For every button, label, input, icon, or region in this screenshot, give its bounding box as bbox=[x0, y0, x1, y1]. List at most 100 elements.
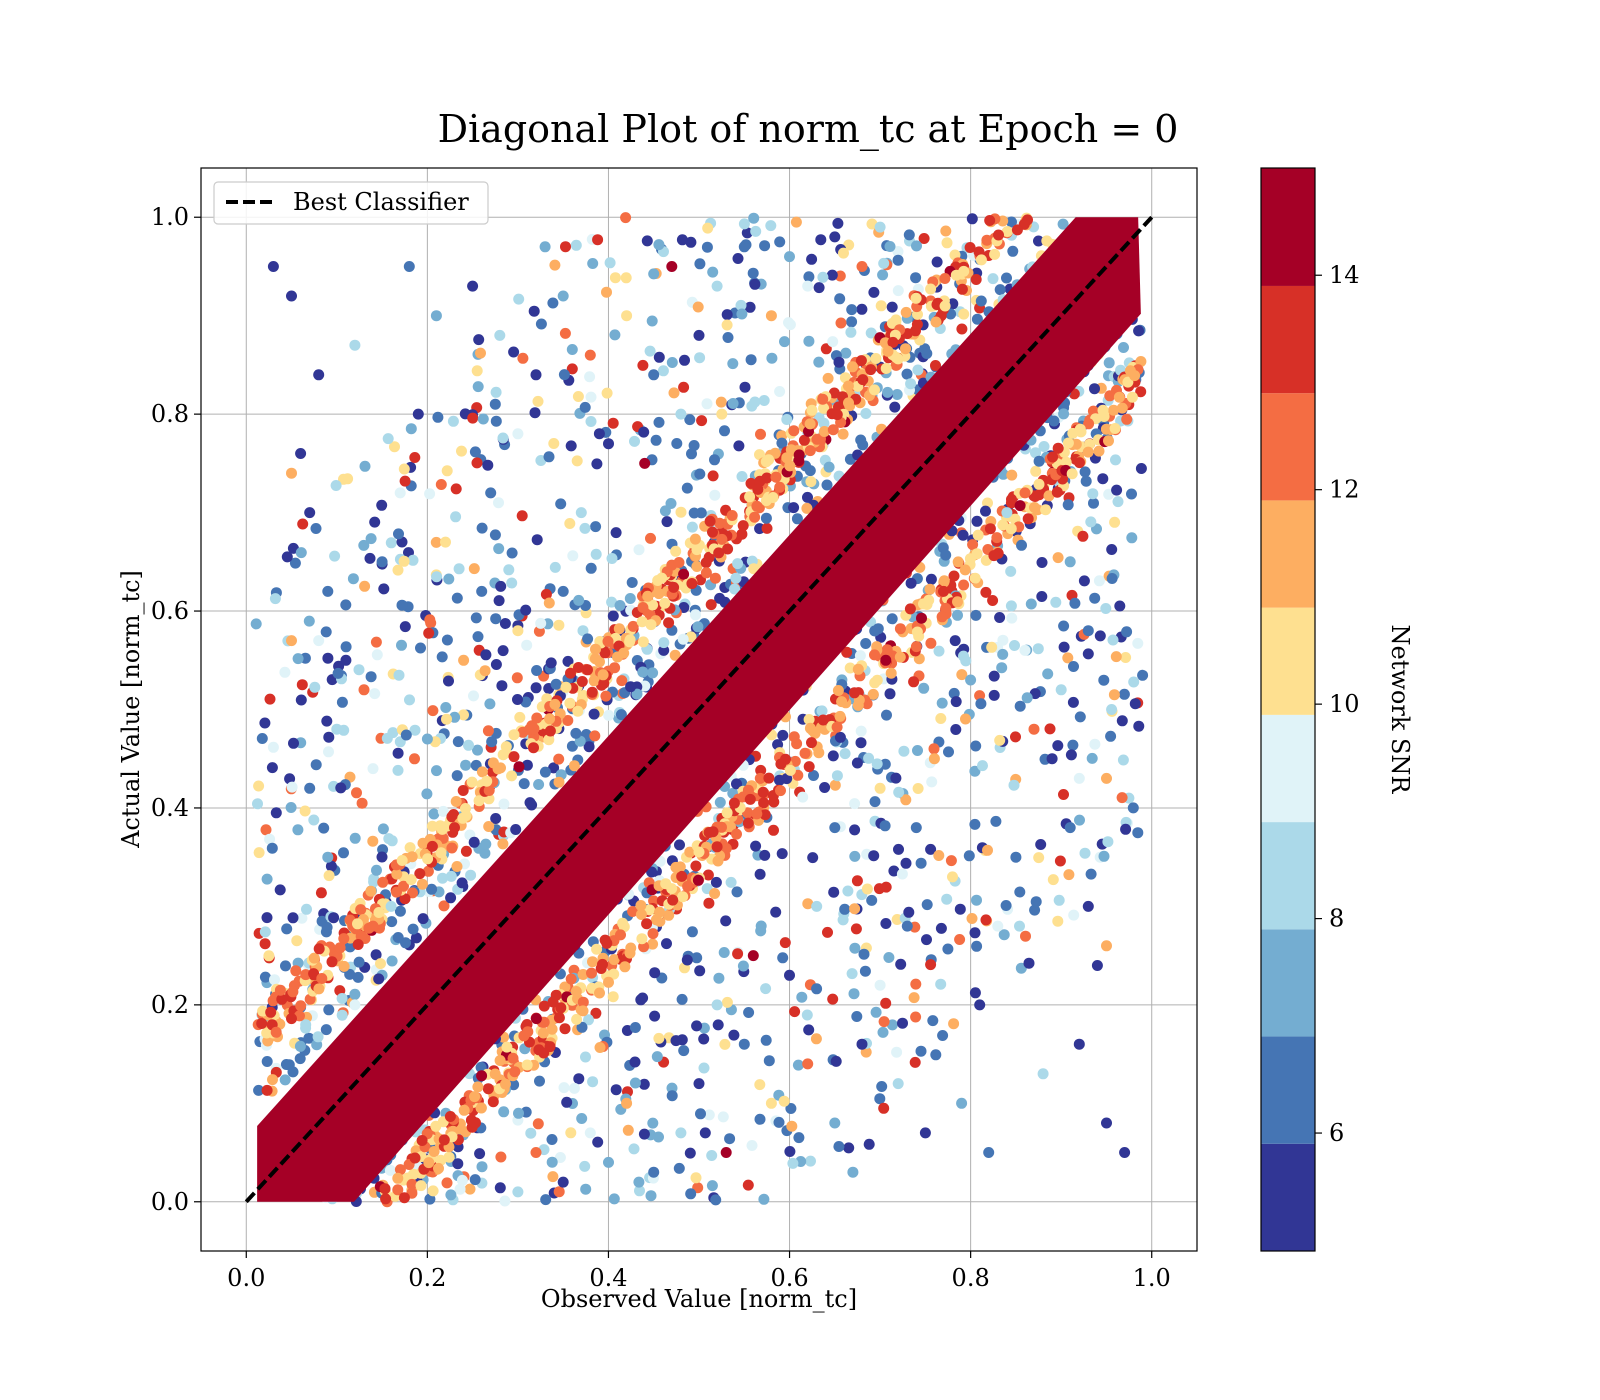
scatter-point bbox=[497, 432, 509, 444]
scatter-point bbox=[659, 597, 671, 609]
scatter-point bbox=[1022, 513, 1034, 525]
scatter-point bbox=[721, 807, 733, 819]
scatter-point bbox=[512, 428, 524, 440]
scatter-point bbox=[910, 292, 922, 304]
scatter-point bbox=[653, 351, 665, 363]
scatter-point bbox=[479, 665, 491, 677]
scatter-point bbox=[935, 922, 947, 934]
scatter-point bbox=[1000, 900, 1012, 911]
scatter-point bbox=[839, 372, 851, 384]
scatter-point bbox=[921, 899, 933, 911]
scatter-point bbox=[903, 906, 915, 918]
scatter-point bbox=[391, 868, 403, 880]
scatter-point bbox=[1030, 465, 1042, 477]
scatter-point bbox=[1042, 668, 1054, 680]
scatter-point bbox=[707, 826, 719, 838]
scatter-point bbox=[1068, 661, 1079, 672]
scatter-point bbox=[866, 894, 878, 906]
scatter-point bbox=[781, 452, 793, 464]
scatter-point bbox=[1117, 754, 1129, 766]
scatter-point bbox=[665, 498, 677, 509]
scatter-point bbox=[760, 1034, 772, 1046]
scatter-point bbox=[340, 641, 352, 653]
scatter-point bbox=[699, 1127, 711, 1139]
scatter-point bbox=[572, 391, 584, 402]
scatter-point bbox=[742, 784, 754, 796]
scatter-point bbox=[777, 729, 789, 741]
scatter-point bbox=[1005, 600, 1017, 612]
scatter-point bbox=[259, 926, 271, 938]
scatter-point bbox=[980, 586, 992, 598]
scatter-point bbox=[975, 295, 987, 307]
scatter-point bbox=[332, 667, 344, 679]
scatter-point bbox=[507, 1052, 519, 1064]
scatter-point bbox=[615, 929, 626, 941]
scatter-point bbox=[799, 747, 811, 759]
scatter-point bbox=[263, 950, 275, 962]
scatter-point bbox=[1101, 1117, 1112, 1129]
scatter-point bbox=[409, 724, 421, 736]
scatter-point bbox=[321, 715, 333, 727]
scatter-point bbox=[323, 731, 335, 743]
scatter-point bbox=[1005, 523, 1017, 535]
scatter-point bbox=[466, 776, 478, 788]
scatter-point bbox=[1063, 869, 1075, 881]
scatter-point bbox=[430, 1120, 442, 1132]
scatter-point bbox=[441, 465, 453, 477]
scatter-point bbox=[661, 938, 672, 950]
scatter-point bbox=[1110, 651, 1122, 663]
scatter-point bbox=[585, 562, 597, 574]
scatter-point bbox=[754, 449, 765, 461]
scatter-point bbox=[900, 857, 912, 869]
scatter-point bbox=[506, 547, 518, 559]
scatter-point bbox=[1112, 496, 1124, 508]
scatter-point bbox=[1030, 447, 1041, 459]
colorbar bbox=[1261, 168, 1315, 1251]
scatter-point bbox=[576, 676, 588, 687]
scatter-point bbox=[482, 725, 494, 737]
scatter-point bbox=[338, 933, 350, 945]
scatter-point bbox=[895, 958, 907, 970]
scatter-point bbox=[1079, 847, 1091, 859]
scatter-point bbox=[709, 572, 721, 584]
scatter-point bbox=[373, 907, 385, 918]
scatter-point bbox=[974, 690, 986, 702]
scatter-point bbox=[721, 996, 733, 1008]
scatter-point bbox=[710, 1194, 722, 1206]
scatter-point bbox=[628, 1143, 640, 1155]
scatter-point bbox=[532, 1118, 544, 1130]
scatter-point bbox=[580, 1051, 591, 1063]
scatter-point bbox=[912, 745, 923, 756]
scatter-point bbox=[422, 853, 434, 865]
scatter-point bbox=[663, 617, 675, 629]
scatter-point bbox=[1033, 852, 1045, 864]
scatter-point bbox=[579, 522, 591, 534]
scatter-point bbox=[971, 515, 983, 527]
scatter-point bbox=[1089, 738, 1101, 750]
scatter-point bbox=[573, 662, 584, 673]
scatter-point bbox=[1078, 575, 1090, 587]
scatter-point bbox=[450, 483, 462, 495]
scatter-point bbox=[988, 689, 1000, 701]
scatter-point bbox=[870, 1006, 882, 1018]
scatter-point bbox=[547, 297, 559, 309]
scatter-point bbox=[379, 1183, 391, 1195]
scatter-point bbox=[784, 969, 795, 981]
scatter-point bbox=[480, 649, 492, 661]
scatter-point bbox=[370, 636, 382, 648]
scatter-point bbox=[1101, 772, 1112, 784]
scatter-point bbox=[316, 973, 328, 984]
scatter-point bbox=[351, 787, 362, 799]
scatter-point bbox=[1006, 469, 1018, 481]
scatter-point bbox=[997, 634, 1009, 646]
scatter-point bbox=[609, 662, 621, 674]
scatter-point bbox=[856, 1038, 868, 1050]
scatter-point bbox=[529, 407, 541, 419]
scatter-point bbox=[353, 956, 365, 968]
scatter-point bbox=[598, 677, 610, 689]
scatter-point bbox=[589, 653, 601, 665]
scatter-point bbox=[289, 557, 301, 569]
scatter-point bbox=[774, 481, 786, 493]
scatter-point bbox=[590, 548, 602, 560]
scatter-point bbox=[1033, 489, 1045, 501]
